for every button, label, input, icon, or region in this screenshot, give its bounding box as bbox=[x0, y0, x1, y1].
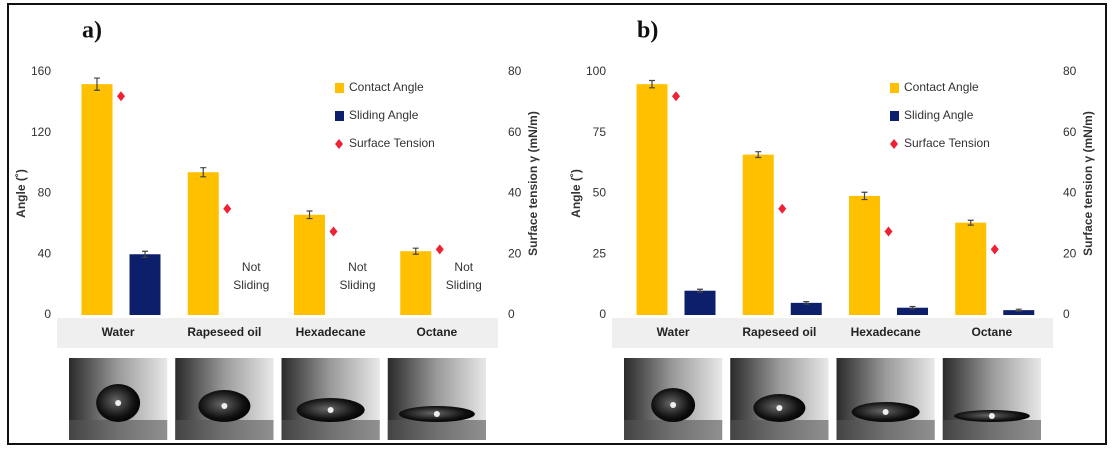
legend-marker bbox=[890, 111, 899, 121]
bar bbox=[400, 251, 431, 315]
bar bbox=[637, 84, 668, 315]
droplet-highlight bbox=[883, 409, 889, 415]
photo-floor bbox=[69, 420, 167, 440]
y-tick-label: 160 bbox=[31, 64, 51, 78]
y2-tick-label: 40 bbox=[508, 186, 522, 200]
annotation: Not Sliding bbox=[227, 258, 275, 302]
photo-floor bbox=[388, 420, 486, 440]
droplet-highlight bbox=[989, 413, 995, 419]
annotation-text: Not Sliding bbox=[334, 258, 382, 294]
bar bbox=[955, 223, 986, 315]
y-tick-label: 75 bbox=[593, 125, 607, 139]
x-tick-label: Octane bbox=[972, 325, 1013, 339]
annotation-text: Not Sliding bbox=[440, 258, 488, 294]
y2-tick-label: 20 bbox=[508, 246, 522, 260]
legend-label: Surface Tension bbox=[904, 136, 990, 150]
y-tick-label: 120 bbox=[31, 125, 51, 139]
bar bbox=[130, 254, 161, 315]
droplet-highlight bbox=[434, 411, 440, 417]
x-tick-label: Octane bbox=[417, 325, 458, 339]
annotation: Not Sliding bbox=[334, 258, 382, 302]
photo-floor bbox=[282, 420, 380, 440]
y-tick-label: 50 bbox=[593, 186, 607, 200]
x-tick-label: Hexadecane bbox=[851, 325, 921, 339]
panel-label: b) bbox=[637, 18, 658, 44]
annotation: Not Sliding bbox=[440, 258, 488, 302]
photo-floor bbox=[624, 420, 722, 440]
figure: a) 0 40 80 120 160 0 20 40 60 80 Angle (˚) Surface t… bbox=[0, 0, 1114, 452]
y2-axis-title: Surface tension γ (mN/m) bbox=[1081, 111, 1095, 256]
legend-marker bbox=[335, 83, 344, 93]
bar bbox=[849, 196, 880, 315]
y-tick-label: 80 bbox=[38, 186, 52, 200]
y2-tick-label: 20 bbox=[1063, 246, 1077, 260]
y-axis-title: Angle (˚) bbox=[569, 169, 583, 218]
x-tick-label: Water bbox=[657, 325, 690, 339]
x-tick-label: Water bbox=[102, 325, 135, 339]
legend-label: Surface Tension bbox=[349, 136, 435, 150]
bar bbox=[743, 155, 774, 315]
droplet-highlight bbox=[115, 400, 121, 406]
y-tick-label: 100 bbox=[586, 64, 606, 78]
y2-tick-label: 0 bbox=[1063, 307, 1070, 321]
photo-floor bbox=[730, 420, 828, 440]
bar bbox=[791, 303, 822, 315]
legend-label: Contact Angle bbox=[349, 80, 424, 94]
legend-label: Sliding Angle bbox=[904, 108, 974, 122]
bar bbox=[685, 291, 716, 315]
y2-axis-title: Surface tension γ (mN/m) bbox=[526, 111, 540, 256]
annotation-text: Not Sliding bbox=[227, 258, 275, 294]
y2-tick-label: 40 bbox=[1063, 186, 1077, 200]
photo-floor bbox=[837, 420, 935, 440]
x-tick-label: Rapeseed oil bbox=[742, 325, 816, 339]
droplet-highlight bbox=[776, 405, 782, 411]
photo-floor bbox=[943, 420, 1041, 440]
y-axis-title: Angle (˚) bbox=[14, 169, 28, 218]
bar bbox=[294, 215, 325, 315]
y2-tick-label: 80 bbox=[1063, 64, 1077, 78]
x-tick-label: Hexadecane bbox=[296, 325, 366, 339]
legend-label: Sliding Angle bbox=[349, 108, 419, 122]
droplet-highlight bbox=[670, 402, 676, 408]
y-tick-label: 0 bbox=[44, 307, 51, 321]
y-tick-label: 0 bbox=[599, 307, 606, 321]
y2-tick-label: 60 bbox=[508, 125, 522, 139]
droplet-highlight bbox=[328, 407, 334, 413]
droplet-highlight bbox=[221, 403, 227, 409]
y2-tick-label: 60 bbox=[1063, 125, 1077, 139]
x-tick-label: Rapeseed oil bbox=[187, 325, 261, 339]
y-tick-label: 40 bbox=[38, 246, 52, 260]
legend-marker bbox=[335, 111, 344, 121]
bar bbox=[188, 172, 219, 315]
y2-tick-label: 0 bbox=[508, 307, 515, 321]
y2-tick-label: 80 bbox=[508, 64, 522, 78]
figure-border bbox=[8, 4, 1106, 444]
legend-label: Contact Angle bbox=[904, 80, 979, 94]
bar bbox=[82, 84, 113, 315]
photo-floor bbox=[175, 420, 273, 440]
panel-label: a) bbox=[82, 18, 102, 44]
y-tick-label: 25 bbox=[593, 246, 607, 260]
legend-marker bbox=[890, 83, 899, 93]
